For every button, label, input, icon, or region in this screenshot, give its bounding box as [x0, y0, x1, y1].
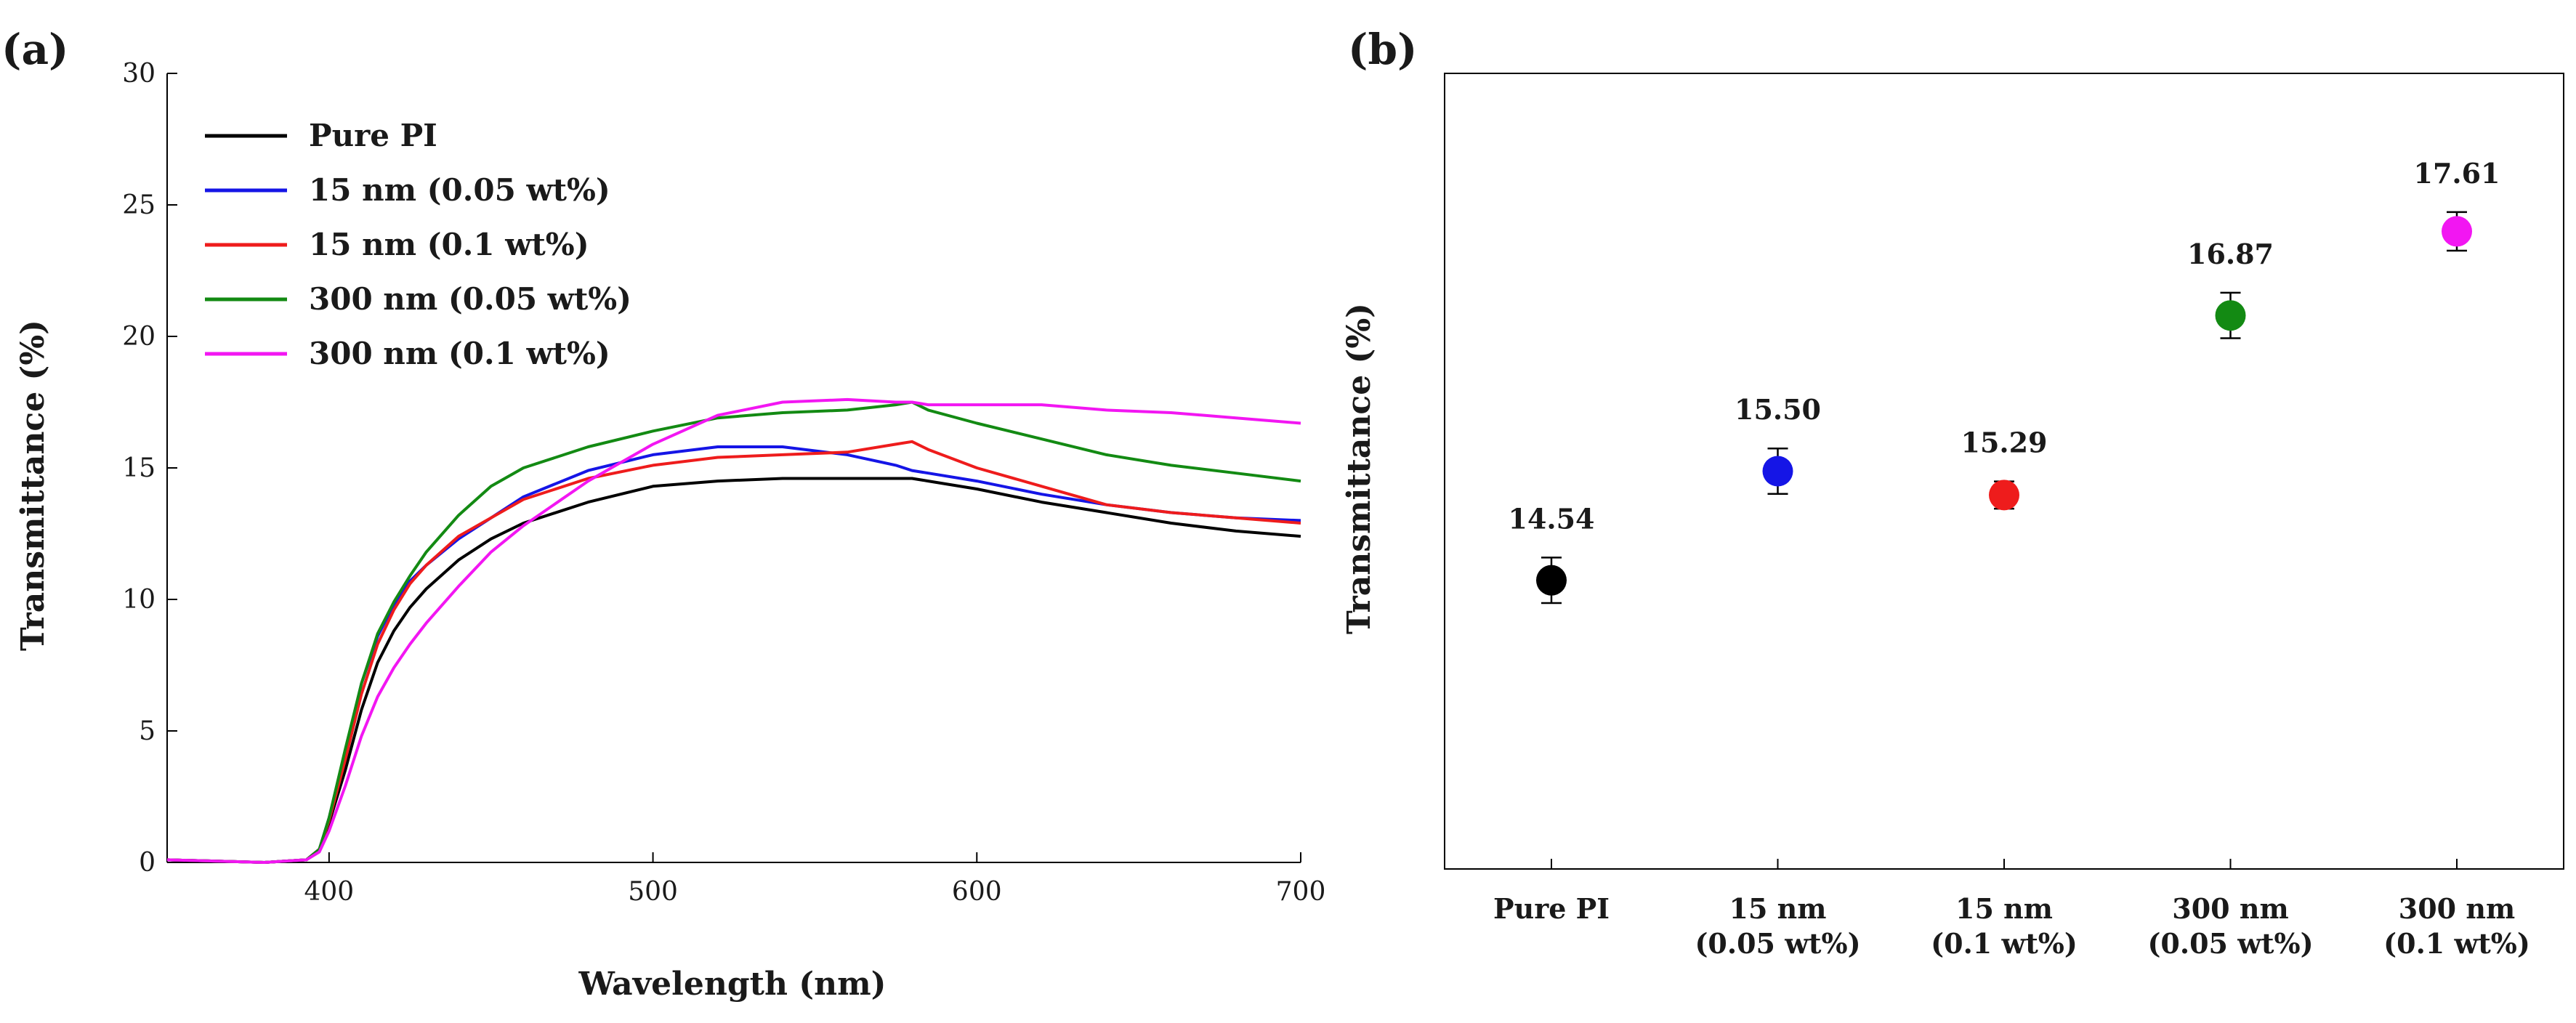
legend-label-2: 15 nm (0.05 wt%)	[309, 172, 610, 208]
series-line-1	[166, 477, 1301, 864]
data-point-5	[2442, 216, 2472, 247]
series-line-5	[166, 397, 1301, 864]
category-label-5: 300 nm	[2399, 892, 2515, 925]
panel-b-frame	[1444, 73, 2564, 870]
legend-label-4: 300 nm (0.05 wt%)	[309, 281, 631, 317]
panel-a-y-tick-label: 25	[122, 190, 156, 220]
data-label-1: 14.54	[1509, 502, 1595, 535]
category-label-3: (0.1 wt%)	[1931, 927, 2078, 960]
category-label-5: (0.1 wt%)	[2383, 927, 2530, 960]
data-point-3	[1989, 480, 2019, 511]
panel-a-label: (a)	[1, 25, 68, 74]
panel-a-y-axis-title: Transmittance (%)	[15, 320, 52, 651]
panel-a-line-chart: (a) 0 5 10 15 20 25 30 400 500 600 700 Pure PI 15 nm…	[1, 25, 1325, 1003]
category-label-3: 15 nm	[1955, 892, 2053, 925]
data-point-4	[2215, 300, 2246, 331]
series-line-4	[166, 400, 1301, 864]
panel-a-x-tick-label: 400	[304, 877, 354, 907]
series-line-3	[166, 440, 1301, 864]
data-label-5: 17.61	[2414, 157, 2500, 190]
data-point-2	[1762, 456, 1793, 487]
category-label-1: Pure PI	[1493, 892, 1610, 925]
panel-a-y-tick-label: 30	[122, 59, 156, 89]
panel-a-plot-area: 0 5 10 15 20 25 30 400 500 600 700 Pure PI 15 nm (0.…	[122, 59, 1325, 907]
panel-a-y-tick-label: 10	[122, 585, 156, 615]
panel-a-x-axis-title: Wavelength (nm)	[578, 966, 887, 1003]
panel-a-y-tick-label: 0	[139, 848, 156, 878]
data-label-2: 15.50	[1735, 393, 1821, 426]
legend-label-1: Pure PI	[309, 118, 437, 153]
panel-a-x-tick-label: 600	[952, 877, 1002, 907]
data-label-4: 16.87	[2187, 238, 2274, 270]
category-label-4: (0.05 wt%)	[2147, 927, 2313, 960]
panel-b-y-axis-title: Transmittance (%)	[1341, 303, 1378, 634]
category-label-4: 300 nm	[2172, 892, 2288, 925]
panel-a-y-tick-label: 5	[139, 716, 156, 746]
category-label-2: (0.05 wt%)	[1695, 927, 1860, 960]
panel-b-scatter-chart: (b) Transmittance (%) 14.54 Pure PI 15.50 1…	[1341, 25, 2564, 960]
panel-b-label: (b)	[1348, 25, 1417, 74]
panel-a-y-tick-label: 20	[122, 322, 156, 352]
panel-a-y-tick-label: 15	[122, 453, 156, 483]
data-label-3: 15.29	[1961, 426, 2048, 459]
panel-a-x-tick-label: 700	[1276, 877, 1326, 907]
panel-a-x-tick-label: 500	[628, 877, 678, 907]
legend-label-5: 300 nm (0.1 wt%)	[309, 336, 610, 371]
category-label-2: 15 nm	[1729, 892, 1827, 925]
data-point-1	[1536, 565, 1567, 596]
legend-label-3: 15 nm (0.1 wt%)	[309, 227, 589, 262]
